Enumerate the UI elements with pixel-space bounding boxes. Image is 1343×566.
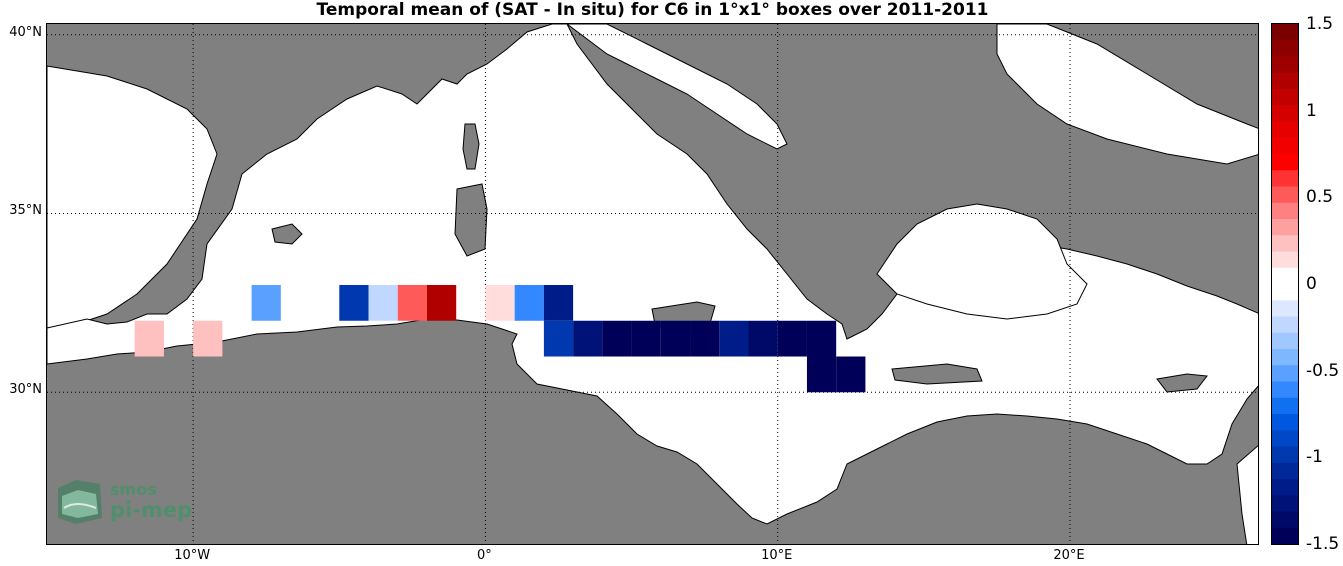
colorbar-segment (1272, 24, 1298, 41)
colorbar-segment (1272, 284, 1298, 301)
colorbar-segment (1272, 397, 1298, 415)
data-cell (631, 320, 661, 357)
colorbar-tick-label: -1 (1306, 447, 1323, 468)
colorbar-segment (1272, 56, 1298, 74)
data-cell (514, 285, 544, 321)
colorbar (1271, 23, 1299, 545)
colorbar-segment (1272, 479, 1298, 496)
island-crete (891, 363, 983, 385)
colorbar-segment (1272, 495, 1298, 512)
data-cell (543, 320, 574, 357)
adriatic-sea (566, 24, 788, 150)
logo-icon (58, 480, 102, 524)
lon-tick-label: 0° (477, 548, 492, 563)
colorbar-segment (1272, 462, 1298, 480)
data-cell (806, 356, 837, 393)
lon-tick-label: 10°E (761, 548, 793, 563)
lat-tick-label: 40°N (9, 24, 42, 40)
lat-tick-label: 35°N (9, 203, 42, 219)
red-sea (1236, 445, 1258, 544)
colorbar-segment (1272, 105, 1298, 122)
data-cell (251, 285, 281, 321)
colorbar-tick-label: -0.5 (1306, 360, 1340, 381)
data-cell (134, 320, 164, 357)
islands (271, 123, 1208, 393)
data-cell (719, 320, 749, 357)
data-cell (660, 320, 691, 357)
colorbar-segment (1272, 186, 1298, 204)
data-cell (748, 320, 778, 357)
data-cell (602, 320, 632, 357)
colorbar-segment (1272, 202, 1298, 220)
lon-tick-label: 20°E (1053, 548, 1085, 563)
data-cell (543, 285, 574, 321)
colorbar-segment (1272, 446, 1298, 464)
colorbar-segment (1272, 235, 1298, 252)
colorbar-segment (1272, 219, 1298, 236)
colorbar-segment (1272, 381, 1298, 399)
colorbar-segment (1272, 40, 1298, 57)
data-cell (836, 356, 866, 393)
colorbar-segment (1272, 251, 1298, 269)
lat-tick-label: 30°N (9, 382, 42, 398)
smos-pimep-logo: smos pi-mep (56, 478, 196, 526)
atlantic-sea (47, 65, 218, 329)
colorbar-segment (1272, 430, 1298, 447)
data-cell (426, 285, 457, 321)
island-mallorca (271, 223, 303, 245)
mediterranean-sea (47, 24, 1258, 525)
sea-regions (47, 24, 1258, 544)
data-cell (193, 320, 223, 357)
colorbar-segment (1272, 527, 1298, 545)
colorbar-tick-label: 0 (1306, 274, 1317, 294)
island-corsica (462, 123, 480, 170)
data-cell (339, 285, 369, 321)
logo-line-2: pi-mep (110, 498, 193, 522)
colorbar-segment (1272, 154, 1298, 171)
colorbar-segment (1272, 332, 1298, 350)
data-cells (134, 285, 866, 393)
colorbar-tick-label: 0.5 (1306, 187, 1334, 208)
colorbar-segment (1272, 414, 1298, 431)
aegean-sea (876, 203, 1088, 320)
colorbar-segment (1272, 170, 1298, 187)
black-sea (996, 24, 1258, 165)
island-cyprus (1156, 373, 1208, 393)
colorbar-segment (1272, 365, 1298, 382)
colorbar-tick-label: -1.5 (1306, 534, 1340, 554)
colorbar-segment (1272, 300, 1298, 317)
data-cell (485, 285, 515, 321)
colorbar-segment (1272, 349, 1298, 366)
data-cell (573, 320, 603, 357)
data-cell (368, 285, 398, 321)
lon-tick-label: 10°W (174, 548, 211, 563)
colorbar-segment (1272, 511, 1298, 529)
logo-line-1: smos (110, 480, 157, 499)
colorbar-segment (1272, 121, 1298, 139)
colorbar-segment (1272, 267, 1298, 285)
colorbar-segment (1272, 137, 1298, 155)
colorbar-segment (1272, 72, 1298, 90)
colorbar-tick-label: 1 (1306, 100, 1317, 121)
data-cell (806, 320, 837, 357)
data-cell (690, 320, 720, 357)
colorbar-segment (1272, 316, 1298, 334)
data-cell (777, 320, 807, 357)
data-cell (397, 285, 427, 321)
map-plot-area (46, 23, 1259, 545)
map-title: Temporal mean of (SAT - In situ) for C6 … (316, 0, 989, 20)
colorbar-segment (1272, 89, 1298, 106)
colorbar-tick-label: 1.5 (1306, 14, 1334, 34)
